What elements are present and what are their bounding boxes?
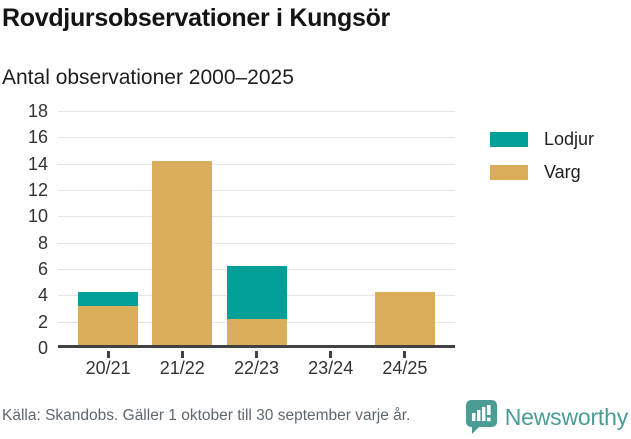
x-axis-tick-label: 23/24	[308, 358, 354, 378]
bar-varg-20-21	[78, 305, 139, 345]
y-axis-tick-label: 12	[27, 180, 48, 200]
bar-lodjur-20-21	[78, 292, 139, 306]
bar-lodjur-22-23	[226, 266, 287, 319]
gridline-y-8	[58, 242, 455, 244]
bar-varg-21-22	[152, 160, 213, 345]
legend-swatch-varg	[490, 165, 528, 180]
x-axis-tick	[329, 351, 333, 358]
legend-item-lodjur: Lodjur	[490, 129, 594, 150]
chart-subtitle: Antal observationer 2000–2025	[2, 66, 294, 89]
plot-area	[58, 111, 455, 348]
y-axis-tick-label: 4	[37, 285, 48, 306]
y-axis-tick-label: 10	[27, 206, 48, 227]
legend-label: Lodjur	[544, 129, 595, 149]
gridline-y-18	[58, 111, 455, 112]
y-axis-tick-label: 14	[27, 153, 48, 174]
gridline-y-16	[58, 137, 455, 139]
x-axis-tick	[180, 351, 184, 358]
y-axis-tick-label: 0	[37, 338, 48, 358]
x-axis-tick-label: 20/21	[85, 358, 131, 378]
legend-item-varg: Varg	[490, 162, 594, 183]
page-title: Rovdjursobservationer i Kungsör	[2, 4, 390, 32]
newsworthy-bars-icon	[465, 400, 497, 434]
legend-label: Varg	[544, 162, 581, 182]
gridline-y-14	[58, 163, 455, 165]
gridline-y-10	[58, 216, 455, 218]
bar-varg-24-25	[374, 292, 435, 345]
x-axis-tick	[255, 351, 258, 358]
y-axis-tick-label: 8	[37, 232, 48, 253]
x-axis-tick-label: 24/25	[382, 358, 428, 378]
y-axis-tick-label: 16	[27, 127, 48, 148]
source-note: Källa: Skandobs. Gäller 1 oktober till 3…	[2, 407, 411, 424]
x-axis-tick	[106, 351, 110, 358]
x-axis-tick-label: 22/23	[233, 358, 280, 378]
y-axis-tick-label: 2	[37, 311, 48, 332]
y-axis-tick-label: 18	[27, 101, 48, 121]
legend-swatch-lodjur	[490, 132, 528, 147]
brand-logo: Newsworthy	[465, 399, 628, 435]
x-axis-tick-label: 21/22	[159, 358, 205, 378]
bar-varg-22-23	[226, 318, 287, 345]
x-axis-tick	[403, 351, 407, 358]
gridline-y-12	[58, 190, 455, 191]
legend: Lodjur Varg	[490, 129, 594, 195]
brand-name: Newsworthy	[504, 403, 628, 430]
y-axis-tick-label: 6	[37, 259, 48, 279]
